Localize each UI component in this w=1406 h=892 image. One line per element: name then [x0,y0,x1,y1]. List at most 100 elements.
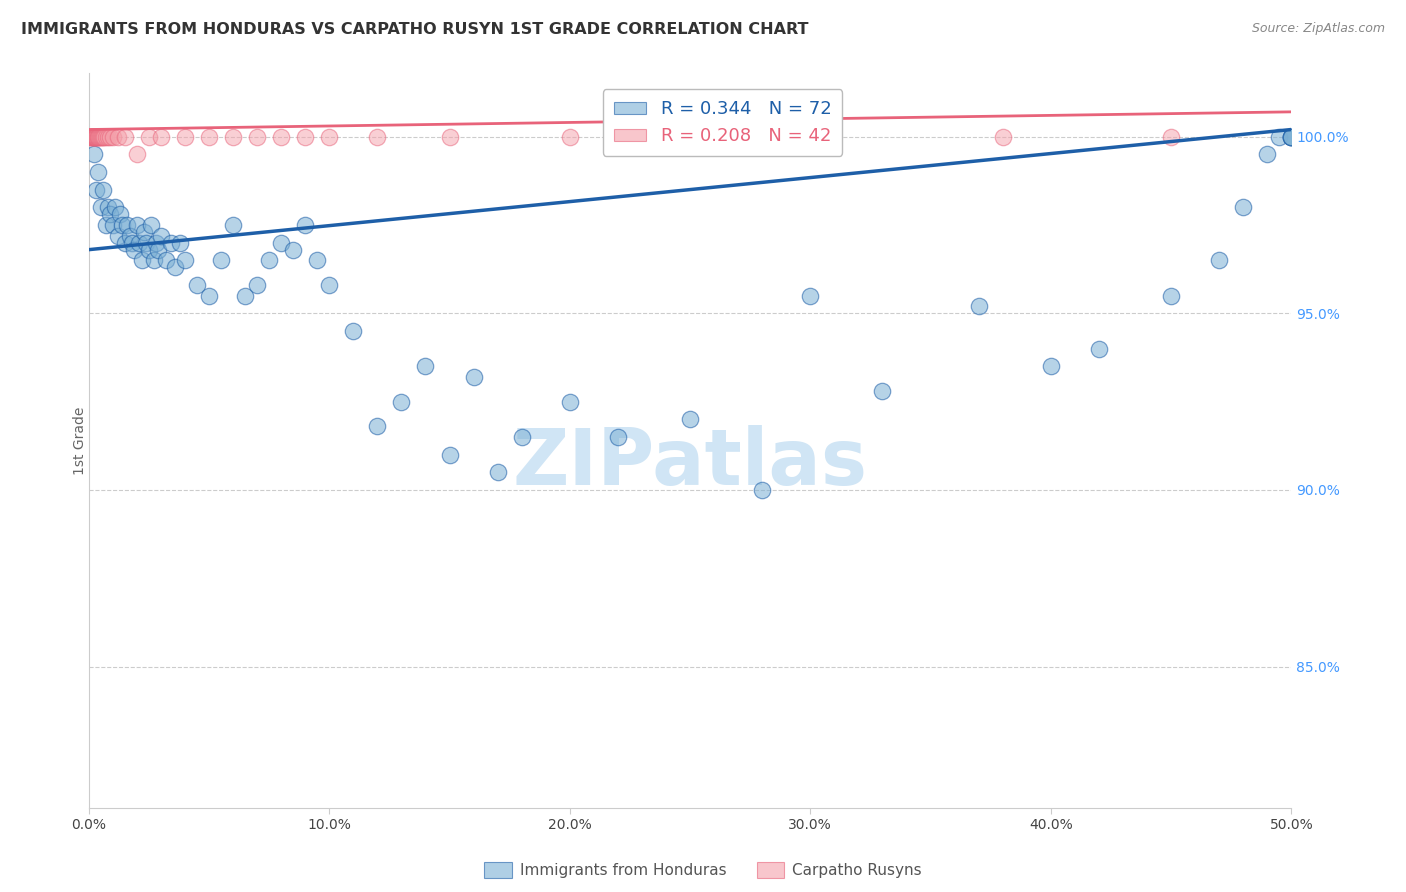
Point [114,129,136,144]
Point [121,235,143,250]
Point [270,129,292,144]
Point [463,370,485,384]
Point [145,235,167,250]
Point [159,235,181,250]
Point [100,207,122,221]
Point [1279,129,1302,144]
Point [149,129,172,144]
Text: ZIPatlas: ZIPatlas [513,425,868,500]
Point [80,129,103,144]
Point [751,129,773,144]
Point [97,200,120,214]
Point [86,129,108,144]
Point [1256,147,1278,161]
Point [84,129,107,144]
Point [94,218,117,232]
Point [90,129,112,144]
Point [1279,129,1302,144]
Point [486,465,509,479]
Point [82,129,104,144]
Point [1039,359,1062,374]
Point [111,218,134,232]
Point [131,253,153,268]
Point [198,129,221,144]
Point [1279,129,1302,144]
Point [138,243,160,257]
Point [91,129,114,144]
Point [165,260,187,275]
Point [107,228,129,243]
Point [294,129,316,144]
Point [84,129,107,144]
Point [439,129,461,144]
Point [270,235,292,250]
Point [1160,129,1182,144]
Point [967,299,990,313]
Point [107,129,129,144]
Point [83,129,105,144]
Point [1232,200,1254,214]
Point [91,129,114,144]
Point [124,243,146,257]
Point [209,253,232,268]
Point [155,253,177,268]
Legend: R = 0.344   N = 72, R = 0.208   N = 42: R = 0.344 N = 72, R = 0.208 N = 42 [603,89,842,156]
Point [174,129,197,144]
Point [257,253,280,268]
Point [83,129,105,144]
Point [87,129,110,144]
Point [132,225,155,239]
Point [91,183,114,197]
Text: IMMIGRANTS FROM HONDURAS VS CARPATHO RUSYN 1ST GRADE CORRELATION CHART: IMMIGRANTS FROM HONDURAS VS CARPATHO RUS… [21,22,808,37]
Point [101,129,124,144]
Point [142,253,165,268]
Point [174,253,197,268]
Point [125,147,148,161]
Point [799,288,821,302]
Point [87,129,110,144]
Y-axis label: 1st Grade: 1st Grade [73,406,87,475]
Point [751,483,773,497]
Point [342,324,364,338]
Point [391,394,413,409]
Point [233,288,256,302]
Point [84,183,107,197]
Point [510,430,533,444]
Point [318,129,340,144]
Point [558,394,581,409]
Point [872,384,894,398]
Point [108,207,131,221]
Point [97,129,120,144]
Point [104,200,127,214]
Point [246,278,269,293]
Point [87,129,110,144]
Point [79,129,101,144]
Point [82,129,104,144]
Point [198,288,221,302]
Point [991,129,1014,144]
Point [558,129,581,144]
Point [1268,129,1291,144]
Text: Source: ZipAtlas.com: Source: ZipAtlas.com [1251,22,1385,36]
Point [135,235,157,250]
Point [86,129,108,144]
Point [679,412,702,426]
Point [89,129,111,144]
Point [186,278,208,293]
Point [90,200,112,214]
Point [100,129,122,144]
Point [83,129,105,144]
Point [141,218,163,232]
Point [1088,342,1111,356]
Point [246,129,269,144]
Point [415,359,437,374]
Point [101,218,124,232]
Point [83,147,105,161]
Legend: Immigrants from Honduras, Carpatho Rusyns: Immigrants from Honduras, Carpatho Rusyn… [478,856,928,884]
Point [222,218,245,232]
Point [439,448,461,462]
Point [1208,253,1230,268]
Point [93,129,115,144]
Point [294,218,316,232]
Point [366,419,388,434]
